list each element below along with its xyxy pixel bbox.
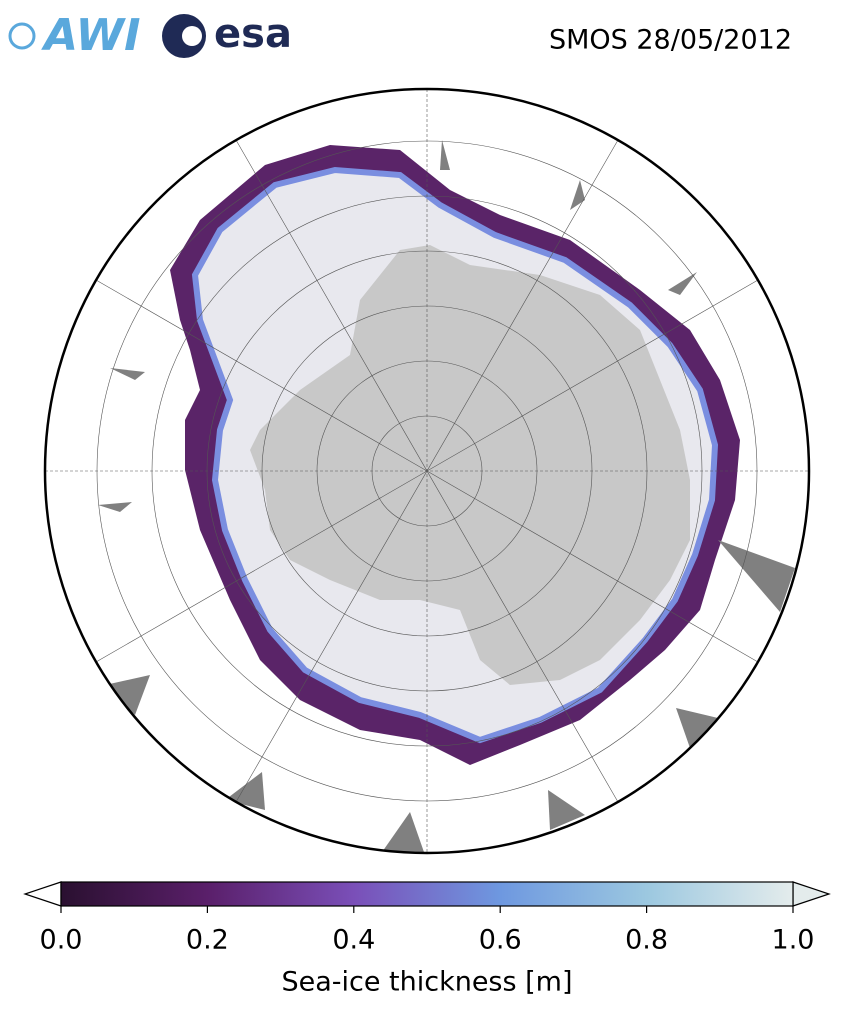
logo-text: esa: [214, 11, 292, 57]
colorbar: [23, 881, 831, 907]
tick-label: 0.8: [625, 925, 668, 956]
map-title: SMOS 28/05/2012: [549, 25, 792, 56]
extend-min: [23, 881, 62, 907]
tick-label: 0.2: [186, 925, 229, 956]
icebergs: [98, 140, 795, 853]
tick-label: 0.4: [332, 925, 375, 956]
graticule: [45, 89, 809, 853]
awi-logo: AWI: [8, 10, 141, 61]
tick-label: 0.0: [40, 925, 83, 956]
esa-logo: esa: [162, 11, 292, 58]
colorbar-gradient: [60, 881, 794, 907]
tick-label: 0.6: [479, 925, 522, 956]
tick-label: 1.0: [772, 925, 815, 956]
map-frame: [43, 87, 811, 855]
logo-text: AWI: [41, 10, 141, 61]
map: [45, 89, 809, 853]
extend-max: [792, 881, 831, 907]
colorbar-label: Sea-ice thickness [m]: [281, 967, 572, 998]
